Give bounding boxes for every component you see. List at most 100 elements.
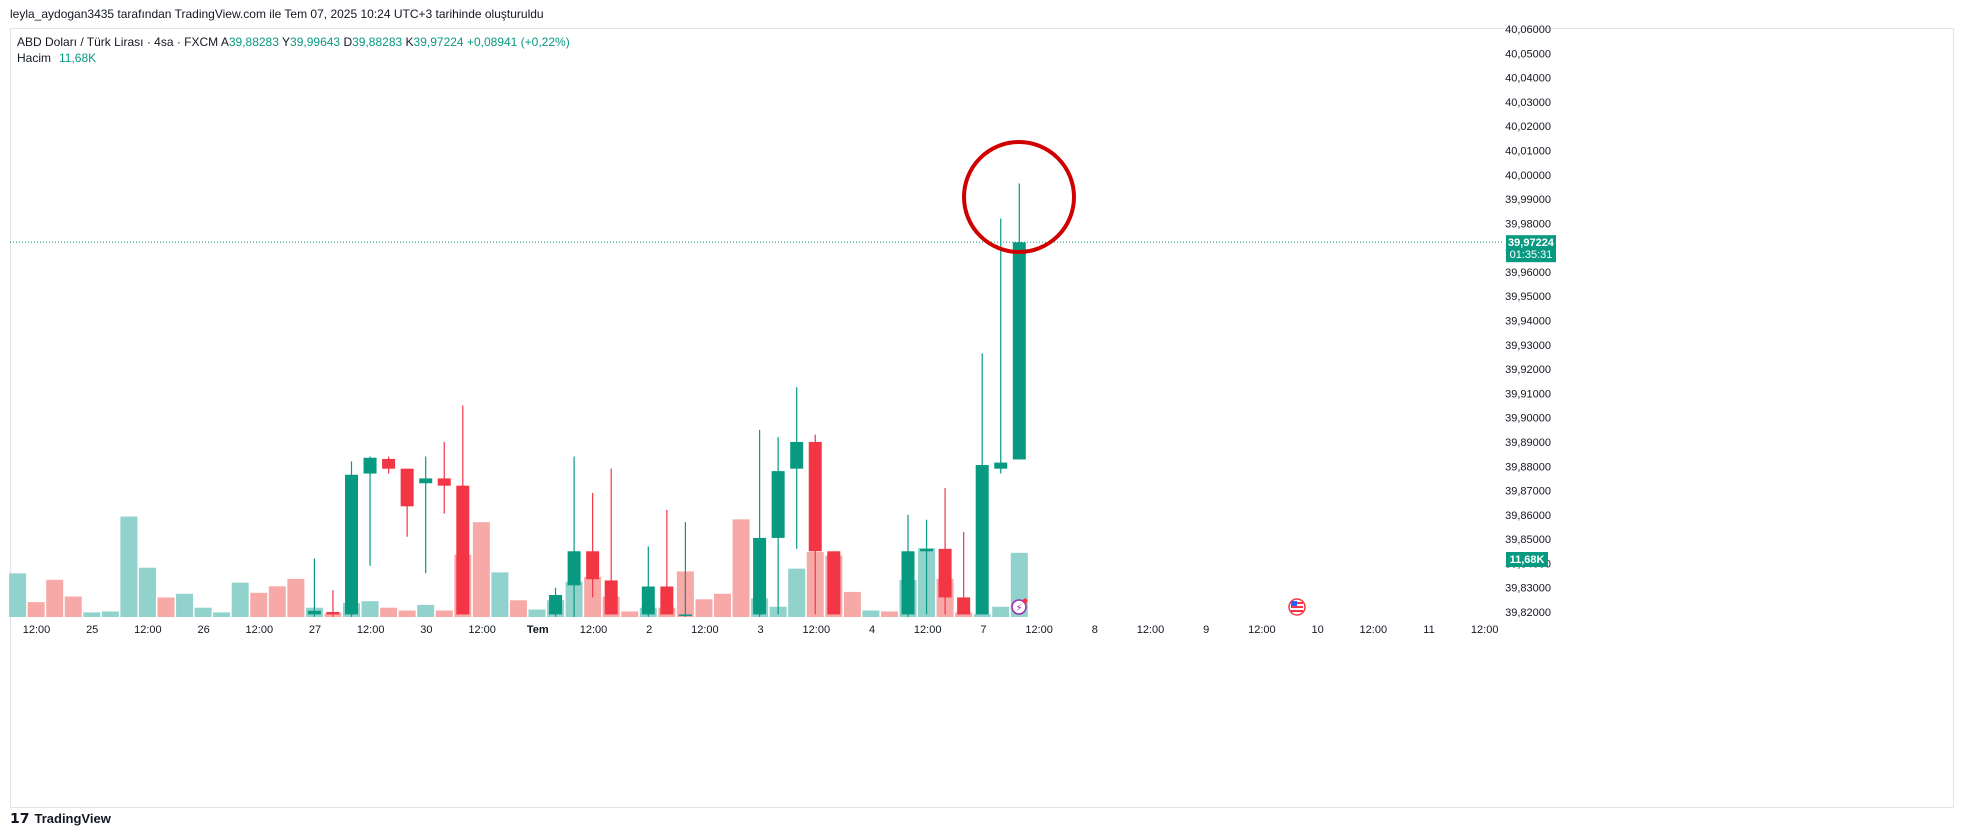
candle[interactable] <box>678 522 692 617</box>
candle[interactable] <box>994 218 1008 474</box>
symbol-name[interactable]: ABD Doları / Türk Lirası · 4sa · FXCM <box>17 35 219 49</box>
candle[interactable] <box>307 558 321 617</box>
candle[interactable] <box>641 546 655 617</box>
candle[interactable] <box>753 429 767 617</box>
candle[interactable] <box>790 387 804 549</box>
volume-bar <box>843 591 861 617</box>
volume-bar <box>509 600 527 617</box>
x-tick-label: 12:00 <box>357 624 385 636</box>
x-tick-label: 27 <box>309 624 321 636</box>
candle[interactable] <box>400 468 414 537</box>
volume-bar <box>231 582 249 617</box>
candle[interactable] <box>604 468 618 615</box>
y-tick-label: 40,03000 <box>1505 97 1551 109</box>
x-tick-label: 12:00 <box>468 624 496 636</box>
volume-bar <box>491 572 509 617</box>
y-tick-label: 39,94000 <box>1505 316 1551 328</box>
tradingview-logo-icon: 𝟭𝟳 <box>10 810 30 826</box>
volume-label[interactable]: Hacim <box>17 51 52 65</box>
x-tick-label: 2 <box>646 624 652 636</box>
candle[interactable] <box>975 353 989 615</box>
candle[interactable] <box>771 437 785 615</box>
candle-body <box>326 612 340 615</box>
y-tick-label: 40,00000 <box>1505 170 1551 182</box>
price-axis: 40,06000 40,05000 40,04000 40,03000 40,02000… <box>1505 24 1551 619</box>
volume-badge: 11,68K <box>1506 552 1548 567</box>
y-tick-label: 39,86000 <box>1505 510 1551 522</box>
chart-caption: leyla_aydogan3435 tarafından TradingView… <box>10 7 544 21</box>
candle-body <box>604 580 618 615</box>
time-axis: 12:00 25 12:00 26 12:00 27 12:00 30 12:00 Tem 12:0… <box>23 624 1499 636</box>
volume-bar <box>472 522 490 617</box>
candle[interactable] <box>586 492 600 598</box>
y-tick-label: 39,89000 <box>1505 437 1551 449</box>
candle-body <box>586 551 600 580</box>
candle-body <box>549 594 563 615</box>
candle[interactable] <box>382 456 396 474</box>
y-tick-label: 39,91000 <box>1505 388 1551 400</box>
y-tick-label: 40,06000 <box>1505 24 1551 36</box>
candle[interactable] <box>456 405 470 615</box>
candle[interactable] <box>363 456 377 566</box>
volume-bar <box>714 593 731 617</box>
candle[interactable] <box>345 461 358 617</box>
candle[interactable] <box>419 456 433 574</box>
lightning-event-icon[interactable]: ⚡ <box>1011 598 1028 615</box>
volume-bar <box>955 612 973 617</box>
volume-bar <box>788 568 806 617</box>
candle[interactable] <box>549 587 563 617</box>
candle[interactable] <box>437 441 451 514</box>
y-tick-label: 40,04000 <box>1505 73 1551 85</box>
tradingview-footer[interactable]: 𝟭𝟳 TradingView <box>10 810 111 827</box>
x-tick-label: 12:00 <box>1360 624 1388 636</box>
candle[interactable] <box>1012 183 1026 460</box>
volume-bar <box>101 611 119 617</box>
volume-bar <box>621 611 639 617</box>
us-flag-event-icon[interactable] <box>1288 598 1306 616</box>
close-value: 39,97224 <box>413 35 464 49</box>
x-tick-label: 12:00 <box>580 624 608 636</box>
x-tick-label: 12:00 <box>1248 624 1276 636</box>
candle-body <box>994 462 1008 469</box>
candle-body <box>938 548 952 598</box>
x-tick-label: 12:00 <box>1137 624 1165 636</box>
candle-body <box>753 537 767 615</box>
x-tick-label: 3 <box>758 624 764 636</box>
candle-body <box>382 458 396 469</box>
candle[interactable] <box>938 488 952 615</box>
candle-body <box>419 478 433 484</box>
x-tick-label: 7 <box>980 624 986 636</box>
volume-value: 11,68K <box>59 51 97 65</box>
volume-bar <box>268 586 286 617</box>
candle[interactable] <box>957 531 971 615</box>
candle[interactable] <box>567 456 581 617</box>
x-tick-label: 12:00 <box>1471 624 1499 636</box>
candle-body <box>660 586 674 615</box>
volume-bar <box>528 609 546 617</box>
candle[interactable] <box>827 551 841 615</box>
candle[interactable] <box>901 514 915 617</box>
candle[interactable] <box>660 509 674 615</box>
y-tick-label: 40,02000 <box>1505 121 1551 133</box>
candle[interactable] <box>920 519 934 615</box>
candle-body <box>1012 242 1026 460</box>
volume-bar <box>973 614 991 617</box>
candle[interactable] <box>808 434 822 615</box>
y-tick-label: 39,82000 <box>1505 607 1551 619</box>
y-tick-label: 39,88000 <box>1505 461 1551 473</box>
volume-bar <box>138 567 156 617</box>
candle-body <box>567 551 581 586</box>
volume-bar <box>157 597 175 617</box>
candle-body <box>678 614 692 616</box>
y-tick-label: 39,93000 <box>1505 340 1551 352</box>
y-tick-label: 39,87000 <box>1505 486 1551 498</box>
last-price-text: 39,97224 <box>1508 237 1555 249</box>
close-label: K <box>405 35 414 49</box>
candle[interactable] <box>326 590 340 617</box>
candle-body <box>771 471 785 538</box>
x-tick-label: 30 <box>420 624 432 636</box>
candle-body <box>400 468 414 507</box>
